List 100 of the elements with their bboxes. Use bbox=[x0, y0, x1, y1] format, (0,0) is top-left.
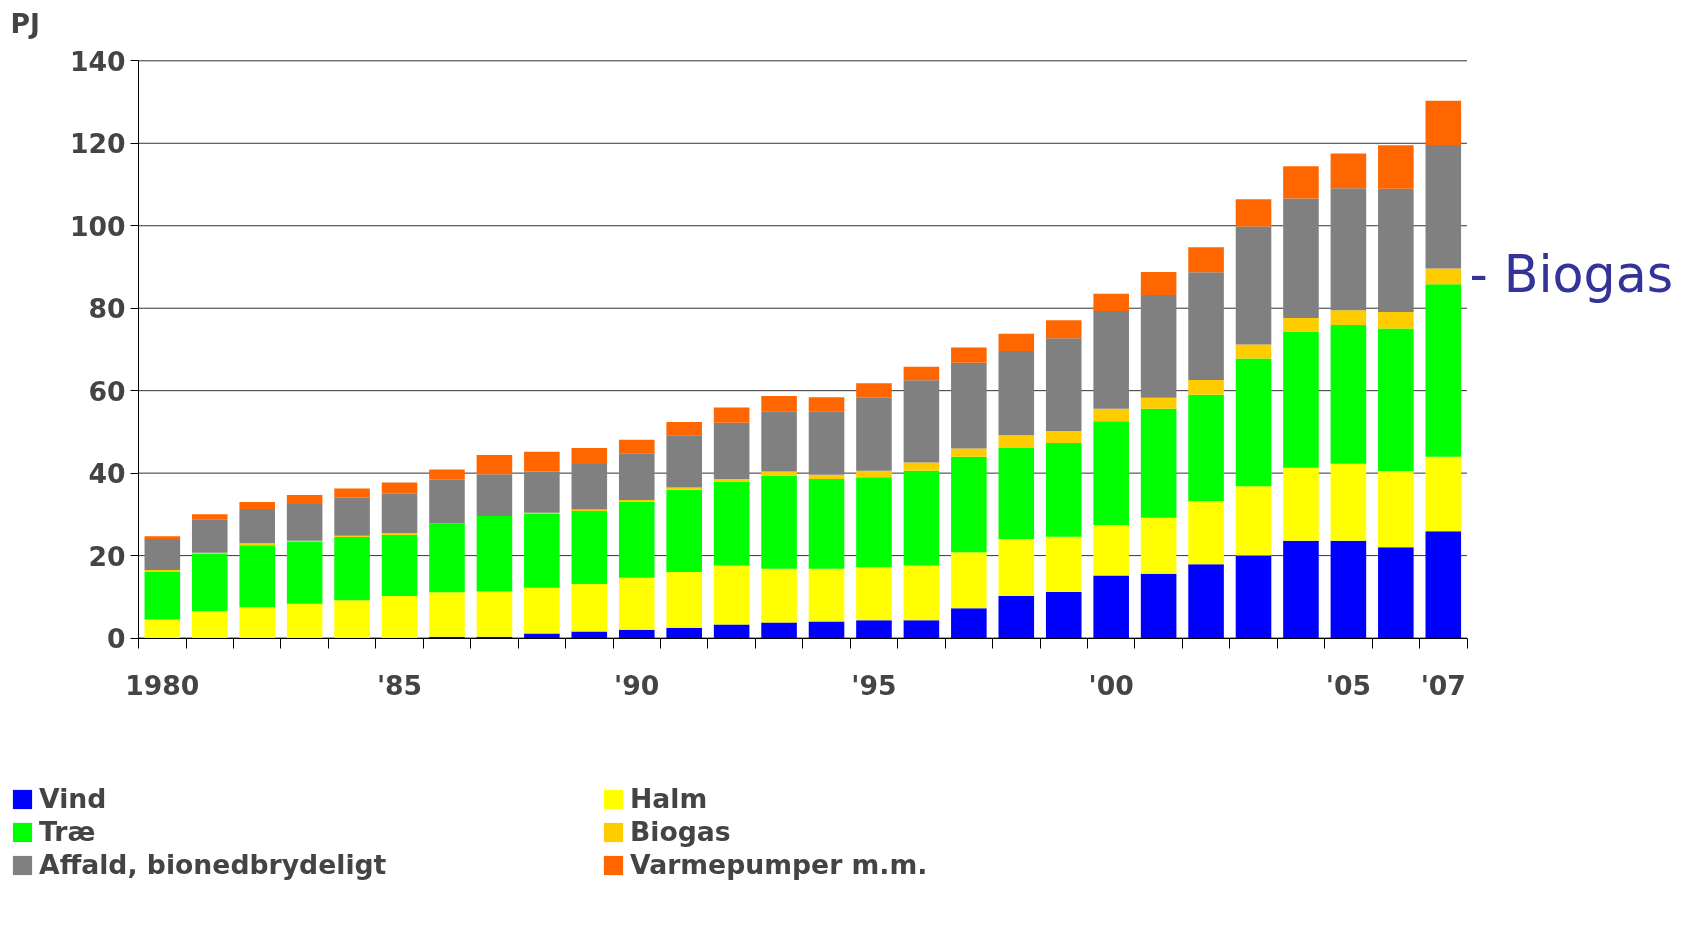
bar bbox=[1283, 198, 1319, 319]
bar bbox=[761, 411, 797, 472]
bar bbox=[1378, 145, 1414, 189]
bar bbox=[856, 620, 892, 639]
bar bbox=[144, 572, 181, 620]
bar bbox=[476, 591, 513, 637]
bar bbox=[1425, 144, 1462, 269]
bar bbox=[571, 447, 608, 465]
bar bbox=[951, 448, 987, 457]
bar bbox=[239, 501, 275, 509]
bar bbox=[618, 577, 655, 630]
bar bbox=[1330, 325, 1367, 464]
y-tick-label: 140 bbox=[69, 45, 126, 77]
bar bbox=[856, 470, 892, 478]
bar bbox=[381, 596, 418, 639]
bar bbox=[1140, 397, 1177, 409]
bar bbox=[1235, 555, 1272, 639]
bar bbox=[1235, 226, 1272, 345]
bar bbox=[618, 501, 655, 578]
bar bbox=[1283, 166, 1319, 199]
bar bbox=[998, 539, 1035, 596]
bar bbox=[998, 435, 1035, 448]
bar bbox=[666, 422, 702, 436]
bar bbox=[856, 477, 892, 568]
bar bbox=[1045, 591, 1082, 639]
bar bbox=[808, 478, 845, 569]
bar bbox=[713, 407, 750, 423]
bar bbox=[903, 620, 940, 639]
bar bbox=[1093, 408, 1129, 422]
bar bbox=[334, 537, 370, 601]
bar bbox=[524, 471, 560, 513]
bar bbox=[144, 619, 181, 639]
bar bbox=[808, 568, 845, 622]
bar bbox=[1330, 188, 1367, 311]
y-axis-title: PJ bbox=[10, 7, 40, 39]
bar bbox=[808, 621, 845, 639]
bar bbox=[713, 624, 750, 639]
bar bbox=[1045, 536, 1082, 592]
bar bbox=[286, 494, 323, 505]
bar bbox=[903, 366, 940, 381]
y-tick-label: 40 bbox=[88, 458, 126, 490]
bar bbox=[144, 539, 181, 571]
bar bbox=[903, 470, 940, 566]
bar bbox=[429, 592, 465, 637]
bar bbox=[524, 513, 560, 588]
bar bbox=[1283, 540, 1319, 639]
bar bbox=[761, 622, 797, 639]
bar bbox=[191, 553, 228, 612]
legend-label: Halm bbox=[630, 783, 709, 814]
bar bbox=[998, 447, 1035, 540]
bar bbox=[1378, 188, 1414, 312]
bar bbox=[571, 631, 608, 639]
bar bbox=[1188, 394, 1224, 502]
bar bbox=[1235, 199, 1272, 227]
bar bbox=[1235, 344, 1272, 359]
bar bbox=[856, 567, 892, 621]
bar bbox=[381, 482, 418, 494]
bar bbox=[144, 536, 181, 540]
x-tick-label: '90 bbox=[614, 670, 660, 702]
x-tick-label: '95 bbox=[851, 670, 897, 702]
bar bbox=[903, 380, 940, 463]
bar bbox=[1425, 456, 1462, 532]
bar bbox=[429, 469, 465, 480]
bar bbox=[998, 333, 1035, 352]
bar bbox=[998, 351, 1035, 436]
x-tick-label: 1980 bbox=[125, 670, 200, 702]
x-tick-label: '85 bbox=[376, 670, 423, 702]
bar bbox=[286, 603, 323, 639]
bar bbox=[1425, 100, 1462, 145]
bar bbox=[1425, 284, 1462, 457]
bar bbox=[1093, 421, 1129, 526]
bar bbox=[761, 476, 797, 569]
bar bbox=[998, 596, 1035, 639]
bar bbox=[1235, 358, 1272, 487]
bar bbox=[524, 587, 560, 634]
bar bbox=[1425, 268, 1462, 285]
bar bbox=[476, 454, 513, 475]
bar bbox=[239, 543, 275, 546]
y-tick-label: 20 bbox=[88, 540, 126, 572]
bar bbox=[191, 519, 228, 553]
bar bbox=[1330, 540, 1367, 639]
bar bbox=[1045, 320, 1082, 339]
bar bbox=[1235, 486, 1272, 556]
bar bbox=[951, 608, 987, 639]
bar bbox=[761, 471, 797, 477]
y-tick-label: 60 bbox=[88, 375, 126, 407]
bar bbox=[761, 568, 797, 623]
bar bbox=[144, 570, 181, 573]
bar bbox=[856, 383, 892, 398]
bar bbox=[571, 464, 608, 510]
bar bbox=[1093, 525, 1129, 576]
bar bbox=[1188, 501, 1224, 565]
y-tick-label: 100 bbox=[69, 210, 126, 242]
bar bbox=[1378, 328, 1414, 472]
bar bbox=[1188, 247, 1224, 273]
bar bbox=[1093, 575, 1129, 639]
bar bbox=[1188, 379, 1224, 395]
bar bbox=[571, 584, 608, 632]
bar bbox=[951, 456, 987, 553]
bar bbox=[239, 607, 275, 639]
